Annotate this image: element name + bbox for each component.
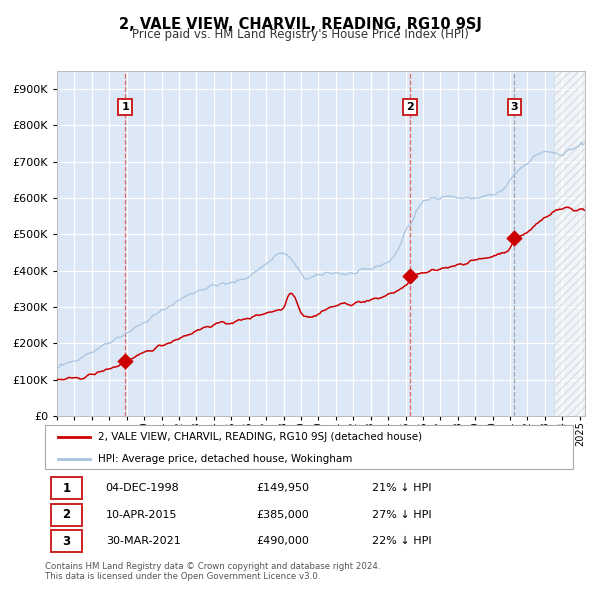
Text: Contains HM Land Registry data © Crown copyright and database right 2024.: Contains HM Land Registry data © Crown c…	[45, 562, 380, 571]
Text: 2, VALE VIEW, CHARVIL, READING, RG10 9SJ (detached house): 2, VALE VIEW, CHARVIL, READING, RG10 9SJ…	[98, 432, 422, 442]
Text: 22% ↓ HPI: 22% ↓ HPI	[373, 536, 432, 546]
Text: 3: 3	[511, 102, 518, 112]
Text: Price paid vs. HM Land Registry's House Price Index (HPI): Price paid vs. HM Land Registry's House …	[131, 28, 469, 41]
Text: 2: 2	[62, 508, 71, 522]
Text: This data is licensed under the Open Government Licence v3.0.: This data is licensed under the Open Gov…	[45, 572, 320, 581]
Text: £385,000: £385,000	[256, 510, 309, 520]
Text: 1: 1	[121, 102, 129, 112]
Text: 21% ↓ HPI: 21% ↓ HPI	[373, 483, 432, 493]
Text: HPI: Average price, detached house, Wokingham: HPI: Average price, detached house, Woki…	[98, 454, 352, 464]
Text: 2: 2	[406, 102, 414, 112]
FancyBboxPatch shape	[45, 425, 573, 469]
Text: 27% ↓ HPI: 27% ↓ HPI	[373, 510, 432, 520]
Text: £490,000: £490,000	[256, 536, 309, 546]
Text: 04-DEC-1998: 04-DEC-1998	[106, 483, 179, 493]
Point	[406, 271, 415, 281]
Text: 30-MAR-2021: 30-MAR-2021	[106, 536, 181, 546]
Text: 3: 3	[62, 535, 71, 548]
FancyBboxPatch shape	[52, 530, 82, 552]
FancyBboxPatch shape	[52, 477, 82, 499]
Text: £149,950: £149,950	[256, 483, 309, 493]
Text: 2, VALE VIEW, CHARVIL, READING, RG10 9SJ: 2, VALE VIEW, CHARVIL, READING, RG10 9SJ	[119, 17, 481, 31]
Point	[121, 357, 130, 366]
Text: 1: 1	[62, 481, 71, 495]
Point	[509, 233, 519, 242]
Text: 10-APR-2015: 10-APR-2015	[106, 510, 177, 520]
FancyBboxPatch shape	[52, 504, 82, 526]
